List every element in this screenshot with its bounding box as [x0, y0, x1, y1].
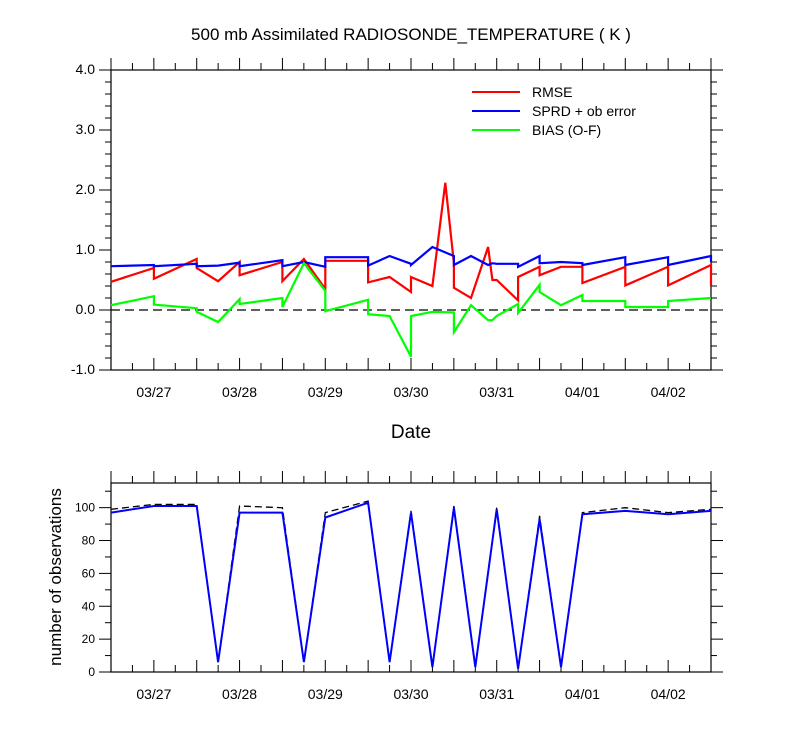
series-line-bias-o-f-	[110, 261, 712, 358]
y-tick-label: 0	[88, 665, 95, 679]
series-line-used	[110, 501, 712, 669]
x-tick-label: 03/27	[136, 384, 171, 400]
x-tick-label: 03/28	[222, 384, 257, 400]
series-line-rmse	[110, 182, 713, 303]
x-tick-label: 03/28	[222, 686, 257, 702]
y-tick-label: 80	[82, 534, 96, 548]
bottom-chart: 0 20 40 60 80 100 03/27 03/28 03/29 03/30 03/31 04/…	[75, 471, 723, 702]
y-tick-label: -1.0	[71, 361, 95, 377]
x-tick-label: 03/29	[308, 384, 343, 400]
top-chart: -1.0 0.0 1.0 2.0 3.0 4.0 03/27 03/28 03/29 03/30 0…	[71, 58, 723, 400]
legend-label: SPRD + ob error	[532, 103, 636, 119]
y-tick-label: 60	[82, 566, 96, 580]
y-tick-label: 20	[82, 632, 96, 646]
y-tick-label: 0.0	[76, 301, 96, 317]
y-tick-label: 4.0	[76, 61, 96, 77]
x-tick-label: 04/01	[565, 686, 600, 702]
x-tick-label: 03/31	[479, 384, 514, 400]
chart-title: 500 mb Assimilated RADIOSONDE_TEMPERATUR…	[191, 25, 631, 44]
y-tick-label: 1.0	[76, 241, 96, 257]
y-tick-label: 2.0	[76, 181, 96, 197]
x-tick-label: 04/01	[565, 384, 600, 400]
x-tick-label: 03/29	[308, 686, 343, 702]
x-tick-label: 04/02	[651, 686, 686, 702]
legend: RMSE SPRD + ob error BIAS (O-F)	[472, 84, 636, 138]
x-tick-label: 03/27	[136, 686, 171, 702]
legend-label: BIAS (O-F)	[532, 122, 601, 138]
x-tick-label: 03/31	[479, 686, 514, 702]
bottom-y-axis-label: number of observations	[46, 488, 65, 666]
series-line-total	[110, 500, 712, 669]
y-tick-label: 40	[82, 599, 96, 613]
top-x-axis-label: Date	[391, 422, 431, 443]
legend-label: RMSE	[532, 84, 572, 100]
y-tick-label: 3.0	[76, 121, 96, 137]
x-tick-label: 03/30	[393, 686, 428, 702]
y-tick-label: 100	[75, 501, 95, 515]
series-line-sprd-ob-error	[110, 245, 713, 269]
x-tick-label: 04/02	[651, 384, 686, 400]
x-tick-label: 03/30	[393, 384, 428, 400]
